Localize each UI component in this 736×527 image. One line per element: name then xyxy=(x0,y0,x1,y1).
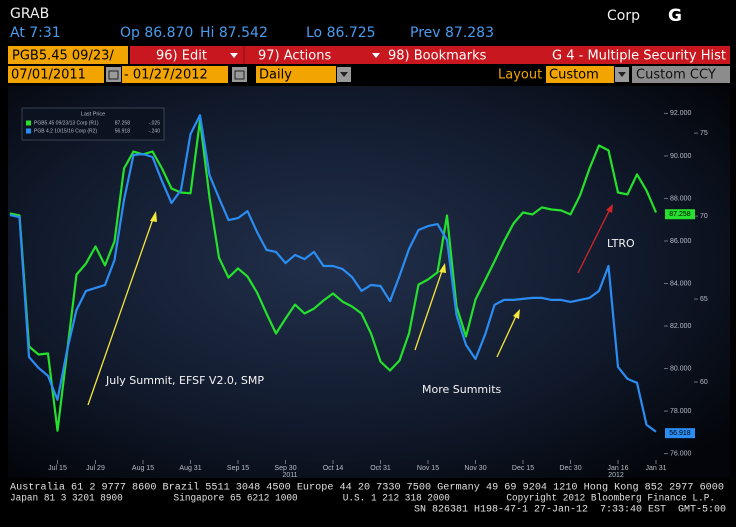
last-value: 56.918 xyxy=(669,430,691,437)
year-label: 2011 xyxy=(282,472,297,479)
y-tick-label: 92.000 xyxy=(670,110,692,117)
x-tick-label: Sep 30 xyxy=(274,465,296,472)
x-tick-label: Jan 31 xyxy=(645,465,666,472)
quote-item: Prev 87.283 xyxy=(410,25,494,41)
series-line xyxy=(9,119,658,432)
arrow-head xyxy=(513,309,520,319)
series-line xyxy=(9,114,657,433)
x-tick-label: Sep 15 xyxy=(227,465,249,472)
start-date-field[interactable] xyxy=(8,66,104,83)
annotation: July Summit, EFSF V2.0, SMP xyxy=(105,374,264,387)
x-tick-label: Jul 15 xyxy=(48,465,67,472)
dropdown-arrow xyxy=(618,72,626,77)
legend-label: PGB5.45 09/23/13 Corp (R1) xyxy=(34,120,99,126)
end-date-field[interactable] xyxy=(122,66,228,83)
x-tick-label: Dec 30 xyxy=(559,465,581,472)
dropdown-arrow[interactable] xyxy=(230,53,238,58)
menu-edit[interactable]: 96) Edit xyxy=(156,49,207,64)
footer-line: Japan 81 3 3201 8900 Singapore 65 6212 1… xyxy=(10,493,715,505)
calendar-icon[interactable] xyxy=(106,67,121,82)
asset-class: Corp xyxy=(607,8,640,24)
ticker: GRAB xyxy=(10,6,49,22)
y-tick-label: 76.000 xyxy=(670,450,692,457)
dropdown-arrow[interactable] xyxy=(372,53,380,58)
legend-title: Last Price xyxy=(81,111,105,117)
annotation-arrow xyxy=(414,267,444,351)
quote-item: Op 86.870 xyxy=(120,25,193,41)
last-value: 87.258 xyxy=(669,211,691,218)
x-tick-label: Nov 15 xyxy=(417,465,439,472)
footer-line: Australia 61 2 9777 8600 Brazil 5511 304… xyxy=(10,482,724,494)
legend-change: -.240 xyxy=(149,128,161,134)
end-date: - 01/27/2012 xyxy=(124,68,208,83)
y-tick-label: 82.000 xyxy=(670,323,692,330)
annotation-arrow xyxy=(496,313,518,358)
annotation: LTRO xyxy=(607,237,635,250)
y-tick-label: 88.000 xyxy=(670,195,692,202)
last-value-box xyxy=(665,428,695,439)
chart: 76.000 78.000 80.000 82.000 84.000 86.000 88.0… xyxy=(9,107,708,479)
legend-label: PGB 4.2 10/15/16 Corp (R2) xyxy=(34,128,97,134)
chart-background xyxy=(8,86,730,478)
menu-bar xyxy=(130,46,730,64)
legend: Last Price PGB5.45 09/23/13 Corp (R1) 87.2… xyxy=(21,107,165,141)
security-field[interactable] xyxy=(8,46,128,64)
calendar-icon[interactable] xyxy=(232,67,247,82)
calendar-glyph xyxy=(234,70,245,80)
y-tick-label: 86.000 xyxy=(670,238,692,245)
arrow-head xyxy=(606,204,613,213)
x-tick-label: Dec 15 xyxy=(512,465,534,472)
x-tick-label: Jan 16 xyxy=(607,465,628,472)
legend-swatch xyxy=(26,120,31,126)
legend-box xyxy=(21,107,165,141)
y-tick-label: 90.000 xyxy=(670,153,692,160)
start-date: 07/01/2011 xyxy=(11,68,86,83)
last-value-box xyxy=(665,209,695,220)
legend-swatch xyxy=(26,128,31,134)
quote-item: Lo 86.725 xyxy=(306,25,376,41)
y2-tick-label: 70 xyxy=(700,213,708,220)
dropdown-arrow xyxy=(340,72,348,77)
y-tick-label: 84.000 xyxy=(670,280,692,287)
legend-last: 87.258 xyxy=(115,120,131,126)
period-field[interactable] xyxy=(256,66,336,83)
quote-item: At 7:31 xyxy=(10,25,61,41)
arrow-head xyxy=(150,211,157,222)
arrow-head xyxy=(439,263,446,273)
y-tick-label: 78.000 xyxy=(670,408,692,415)
quote-line: At 7:31 Op 86.870 Hi 87.542 Lo 86.725 Prev 8… xyxy=(10,25,494,41)
currency: Custom CCY xyxy=(636,68,716,83)
x-tick-label: Oct 31 xyxy=(370,465,391,472)
y2-tick-label: 65 xyxy=(700,296,708,303)
quote-item: Hi 87.542 xyxy=(200,25,268,41)
x-tick-label: Oct 14 xyxy=(323,465,344,472)
layout-field[interactable] xyxy=(546,66,614,83)
footer-line: SN 826381 H198-47-1 27-Jan-12 7:33:40 ES… xyxy=(414,505,726,516)
currency-field[interactable] xyxy=(632,66,730,83)
layout-label: Layout xyxy=(498,68,542,83)
x-tick-label: Jul 29 xyxy=(86,465,105,472)
annotation: More Summits xyxy=(422,383,502,396)
x-tick-label: Aug 31 xyxy=(179,465,201,472)
y2-tick-label: 75 xyxy=(700,130,708,137)
menu-bookmarks[interactable]: 98) Bookmarks xyxy=(388,49,487,64)
menu-actions[interactable]: 97) Actions xyxy=(258,49,331,64)
x-tick-label: Aug 15 xyxy=(132,465,154,472)
x-tick-label: Nov 30 xyxy=(464,465,486,472)
legend-change: -.025 xyxy=(149,120,161,126)
y2-tick-label: 60 xyxy=(700,379,708,386)
legend-last: 56.918 xyxy=(115,128,131,134)
period: Daily xyxy=(259,68,292,83)
function-name: G 4 - Multiple Security Hist xyxy=(552,49,726,64)
annotation-arrow xyxy=(577,208,611,274)
annotation-arrow xyxy=(87,215,155,406)
y-tick-label: 80.000 xyxy=(670,365,692,372)
layout: Custom xyxy=(549,68,599,83)
calendar-glyph xyxy=(108,70,119,80)
year-label: 2012 xyxy=(608,472,624,479)
security: PGB5.45 09/23/ xyxy=(12,49,114,64)
logo: G xyxy=(668,6,682,26)
